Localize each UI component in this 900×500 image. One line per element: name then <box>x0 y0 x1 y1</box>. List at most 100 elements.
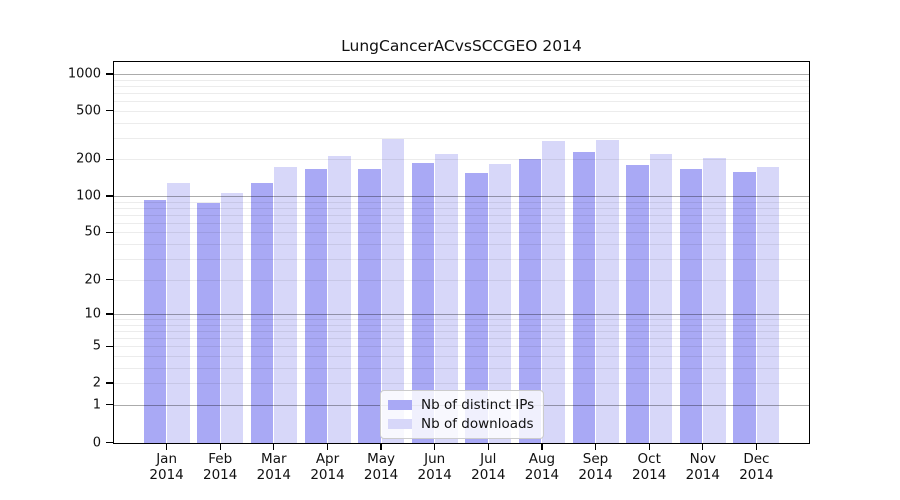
x-axis-tick-label-jul: Jul 2014 <box>460 451 516 483</box>
chart-title: LungCancerACvsSCCGEO 2014 <box>341 37 582 55</box>
bar-downloads-sep <box>596 140 619 444</box>
bar-downloads-jan <box>167 182 190 444</box>
x-axis-month-text: Nov <box>689 451 716 467</box>
bar-downloads-may <box>381 138 405 444</box>
gridline-minor-400 <box>113 122 810 124</box>
bar-distinct-ips-dec <box>733 172 756 444</box>
x-axis-year-text: 2014 <box>363 467 399 483</box>
gridline-major-1000 <box>113 73 810 75</box>
x-axis-tick-label-sep: Sep 2014 <box>568 451 624 483</box>
x-axis-tick-mar <box>273 444 275 450</box>
bar-downloads-jul <box>488 164 512 444</box>
legend: Nb of distinct IPs Nb of downloads <box>380 390 544 439</box>
bar-downloads-oct <box>649 154 673 444</box>
y-axis-tick-label-50: 50 <box>84 224 101 240</box>
bar-downloads-dec <box>756 167 780 444</box>
gridline-major-10 <box>113 313 810 315</box>
y-axis-tick-2 <box>106 382 113 384</box>
x-axis-tick-label-aug: Aug 2014 <box>514 451 570 483</box>
y-axis-tick-label-2: 2 <box>92 375 101 391</box>
gridline-minor-800 <box>113 85 810 87</box>
y-axis-tick-5 <box>106 345 113 347</box>
x-axis-tick-label-may: May 2014 <box>353 451 409 483</box>
y-axis-tick-label-20: 20 <box>84 272 101 287</box>
x-axis-month-text: Feb <box>208 451 233 467</box>
x-axis-tick-label-apr: Apr 2014 <box>300 451 356 483</box>
y-axis-tick-1 <box>106 403 113 406</box>
x-axis-year-text: 2014 <box>685 467 720 483</box>
bar-distinct-ips-sep <box>572 152 595 444</box>
legend-item-downloads: Nb of downloads <box>388 416 534 432</box>
x-axis-month-text: Jun <box>424 451 446 467</box>
x-axis-year-text: 2014 <box>149 467 184 483</box>
y-axis-tick-label-5: 5 <box>92 338 101 354</box>
gridline-minor-6 <box>113 338 810 339</box>
gridline-minor-4 <box>113 355 810 357</box>
x-axis-year-text: 2014 <box>578 467 613 483</box>
x-axis-tick-sep <box>594 444 597 450</box>
y-axis-tick-500 <box>106 110 113 112</box>
y-axis-tick-label-500: 500 <box>76 103 101 119</box>
x-axis-month-text: Aug <box>528 451 556 467</box>
gridline-minor-3 <box>113 367 810 369</box>
x-axis-tick-label-nov: Nov 2014 <box>675 451 731 483</box>
legend-swatch-downloads-icon <box>388 419 412 429</box>
x-axis-tick-jul <box>487 444 489 450</box>
x-axis-year-text: 2014 <box>471 467 506 483</box>
gridline-minor-2 <box>113 383 810 385</box>
gridline-minor-9 <box>113 319 810 320</box>
bar-downloads-aug <box>542 141 565 444</box>
bar-distinct-ips-mar <box>250 183 274 444</box>
x-axis-year-text: 2014 <box>632 467 667 483</box>
x-axis-year-text: 2014 <box>417 467 452 483</box>
x-axis-tick-nov <box>702 444 704 450</box>
gridline-minor-600 <box>113 101 810 103</box>
bar-distinct-ips-jun <box>411 162 435 444</box>
x-axis-tick-feb <box>219 444 221 450</box>
legend-label-downloads: Nb of downloads <box>421 416 534 432</box>
x-axis-tick-aug <box>541 444 543 450</box>
x-axis-month-text: May <box>367 451 396 467</box>
legend-label-distinct-ips: Nb of distinct IPs <box>421 397 535 413</box>
gridline-minor-5 <box>113 346 810 348</box>
bar-distinct-ips-jan <box>143 199 167 444</box>
gridline-minor-8 <box>113 324 810 326</box>
gridline-minor-200 <box>113 159 810 161</box>
legend-item-distinct-ips: Nb of distinct IPs <box>388 397 535 413</box>
x-axis-tick-jun <box>434 444 436 450</box>
x-axis-tick-label-mar: Mar 2014 <box>246 451 302 483</box>
x-axis-month-text: Dec <box>743 451 770 467</box>
gridline-minor-500 <box>113 110 810 112</box>
gridline-minor-300 <box>113 137 810 139</box>
y-axis-tick-label-0: 0 <box>92 435 101 450</box>
bar-distinct-ips-nov <box>679 169 703 444</box>
x-axis-tick-label-dec: Dec 2014 <box>728 451 784 483</box>
x-axis-tick-oct <box>648 444 650 450</box>
y-axis-tick-label-1000: 1000 <box>67 66 101 82</box>
x-axis-tick-dec <box>755 444 758 450</box>
x-axis-year-text: 2014 <box>256 467 291 483</box>
x-axis-tick-label-jun: Jun 2014 <box>407 451 463 483</box>
gridline-major-100 <box>113 196 810 197</box>
y-axis-tick-100 <box>106 195 113 197</box>
x-axis-year-text: 2014 <box>203 467 238 483</box>
x-axis-month-text: Apr <box>315 451 340 467</box>
bar-distinct-ips-feb <box>197 203 220 444</box>
gridline-minor-70 <box>113 214 810 216</box>
x-axis-tick-may <box>380 444 382 450</box>
gridline-minor-7 <box>113 330 810 332</box>
y-axis-tick-200 <box>106 158 113 161</box>
y-axis-tick-0 <box>106 441 113 444</box>
bar-distinct-ips-jul <box>465 172 488 444</box>
legend-swatch-distinct-ips-icon <box>388 400 412 410</box>
bar-downloads-jun <box>435 154 458 444</box>
bar-distinct-ips-oct <box>626 164 649 444</box>
gridline-minor-900 <box>113 79 810 81</box>
bar-downloads-apr <box>328 156 351 444</box>
x-axis-month-text: Jan <box>156 451 177 467</box>
gridline-minor-700 <box>113 92 810 94</box>
x-axis-tick-label-jan: Jan 2014 <box>139 451 195 483</box>
x-axis-tick-jan <box>165 444 168 450</box>
y-axis-tick-20 <box>106 278 113 281</box>
plot-area <box>113 61 810 444</box>
